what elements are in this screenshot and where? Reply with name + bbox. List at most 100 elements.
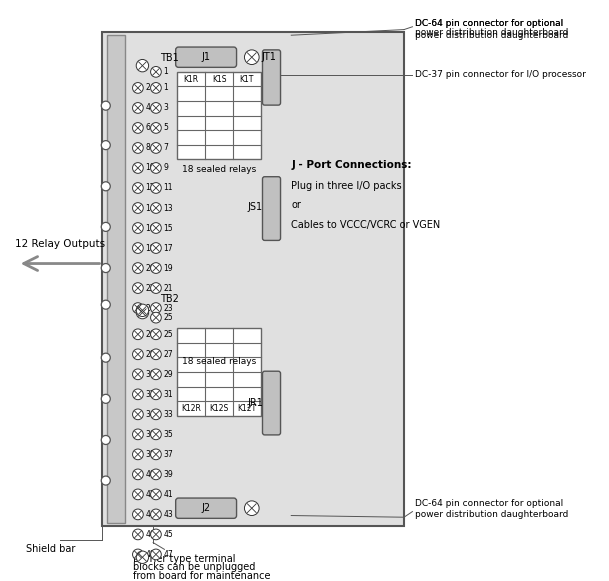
Text: power distribution daughterboard: power distribution daughterboard	[415, 510, 569, 519]
Circle shape	[133, 203, 143, 213]
Text: 38: 38	[145, 450, 155, 459]
Text: JS1: JS1	[248, 202, 263, 211]
Text: 2: 2	[145, 84, 150, 92]
Text: 7: 7	[163, 144, 168, 152]
Circle shape	[150, 509, 161, 520]
Circle shape	[133, 389, 143, 400]
Text: 1: 1	[163, 84, 168, 92]
Circle shape	[133, 329, 143, 340]
Text: K1S: K1S	[212, 74, 227, 84]
Text: 9: 9	[163, 163, 168, 173]
Text: 3: 3	[163, 103, 168, 113]
Circle shape	[136, 306, 149, 319]
Text: K1R: K1R	[184, 74, 199, 84]
Text: 32: 32	[145, 390, 155, 399]
Circle shape	[136, 551, 149, 564]
Circle shape	[150, 349, 161, 360]
Text: 29: 29	[163, 370, 173, 379]
FancyBboxPatch shape	[262, 50, 281, 105]
Text: J2: J2	[202, 503, 211, 513]
Circle shape	[133, 429, 143, 440]
Circle shape	[150, 103, 161, 113]
Circle shape	[133, 223, 143, 234]
Text: 45: 45	[163, 530, 173, 539]
Circle shape	[133, 83, 143, 94]
Bar	[102, 33, 404, 526]
Text: JR1: JR1	[247, 398, 263, 408]
Text: power distribution daughterboard: power distribution daughterboard	[415, 31, 569, 40]
Text: 33: 33	[163, 410, 173, 419]
Circle shape	[133, 369, 143, 379]
Text: K12S: K12S	[209, 404, 229, 413]
Circle shape	[133, 283, 143, 293]
Circle shape	[150, 66, 161, 77]
Text: 18: 18	[145, 243, 155, 253]
Text: 37: 37	[163, 450, 173, 459]
Circle shape	[133, 409, 143, 419]
Circle shape	[133, 263, 143, 274]
Text: 39: 39	[163, 470, 173, 479]
Circle shape	[150, 469, 161, 480]
Circle shape	[150, 223, 161, 234]
Text: 41: 41	[163, 490, 173, 499]
Circle shape	[133, 163, 143, 173]
Text: 23: 23	[163, 303, 173, 313]
Circle shape	[101, 182, 110, 191]
Text: K12R: K12R	[181, 404, 201, 413]
Circle shape	[244, 50, 259, 64]
Circle shape	[150, 203, 161, 213]
Circle shape	[133, 549, 143, 560]
FancyBboxPatch shape	[262, 371, 281, 435]
Text: 48: 48	[145, 550, 155, 559]
Text: J - Port Connections:: J - Port Connections:	[291, 160, 412, 170]
Text: 43: 43	[163, 510, 173, 519]
Circle shape	[150, 123, 161, 133]
Text: Shield bar: Shield bar	[26, 544, 76, 554]
Text: 42: 42	[145, 490, 155, 499]
Circle shape	[244, 501, 259, 515]
Text: 35: 35	[163, 430, 173, 439]
Text: K1T: K1T	[240, 74, 254, 84]
Circle shape	[133, 303, 143, 313]
Bar	[177, 328, 261, 416]
Text: 19: 19	[163, 264, 173, 272]
Text: DC-64 pin connector for optional: DC-64 pin connector for optional	[415, 19, 563, 28]
Text: 25: 25	[163, 313, 173, 322]
Circle shape	[150, 529, 161, 540]
Circle shape	[133, 243, 143, 253]
Text: 5: 5	[163, 123, 168, 132]
Circle shape	[150, 429, 161, 440]
Text: power distribution daughterboard: power distribution daughterboard	[415, 28, 569, 37]
Circle shape	[150, 409, 161, 419]
Text: 14: 14	[145, 203, 155, 213]
Circle shape	[133, 123, 143, 133]
FancyBboxPatch shape	[175, 498, 236, 518]
Circle shape	[133, 509, 143, 520]
Text: 12: 12	[145, 184, 155, 192]
Circle shape	[150, 283, 161, 293]
Circle shape	[150, 369, 161, 379]
Text: 1: 1	[163, 67, 168, 76]
Circle shape	[101, 141, 110, 150]
Bar	[177, 72, 261, 159]
Circle shape	[150, 163, 161, 173]
Text: 28: 28	[145, 350, 155, 359]
Text: 13: 13	[163, 203, 173, 213]
Circle shape	[150, 83, 161, 94]
Text: 27: 27	[163, 350, 173, 359]
Circle shape	[150, 329, 161, 340]
Text: Plug in three I/O packs: Plug in three I/O packs	[291, 181, 402, 191]
Text: 25: 25	[163, 330, 173, 339]
FancyBboxPatch shape	[262, 177, 281, 241]
Bar	[107, 35, 125, 523]
Text: 46: 46	[145, 530, 155, 539]
Circle shape	[150, 449, 161, 460]
Text: 17: 17	[163, 243, 173, 253]
Text: TB2: TB2	[160, 294, 179, 304]
Text: 30: 30	[145, 370, 155, 379]
Text: 22: 22	[145, 284, 155, 293]
Text: 11: 11	[163, 184, 173, 192]
Circle shape	[150, 182, 161, 193]
Text: TB1: TB1	[160, 53, 179, 63]
Circle shape	[101, 264, 110, 272]
